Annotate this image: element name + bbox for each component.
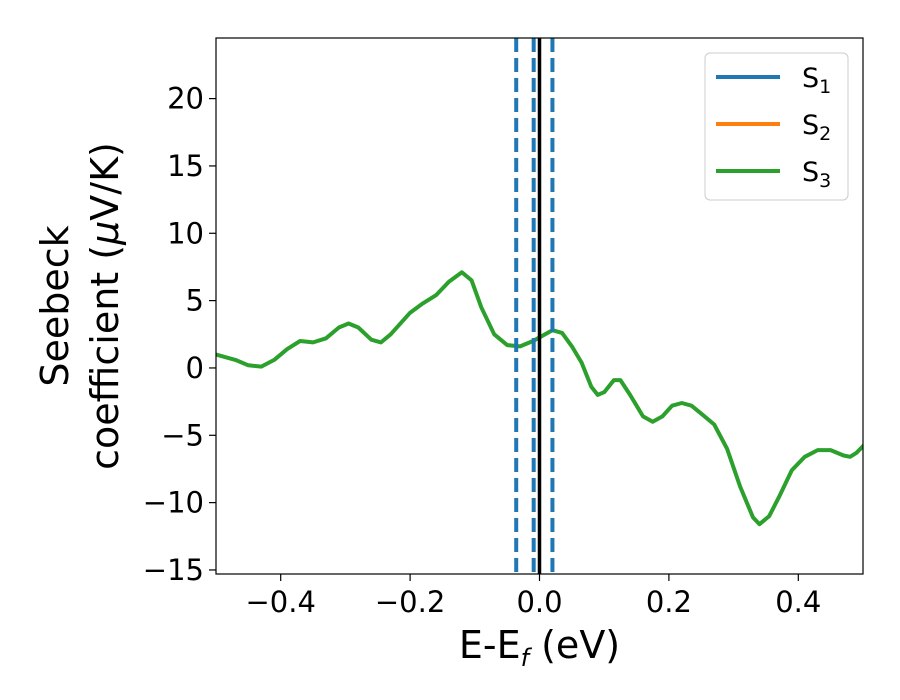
- y-axis-label-mu: μ: [83, 221, 127, 246]
- y-tick-label: 20: [167, 82, 204, 116]
- legend-box: [704, 52, 849, 201]
- y-tick-label: −10: [143, 486, 204, 520]
- y-axis-label: Seebeck coefficient (μV/K): [33, 142, 127, 470]
- series-line-s3: [216, 270, 863, 527]
- legend-label-s1-sub: 1: [819, 76, 831, 98]
- y-axis-label-line2-text: coefficient (: [83, 245, 127, 470]
- y-tick-label: 5: [186, 284, 204, 318]
- plot-area: [216, 38, 863, 574]
- legend-entry-s2: S2: [716, 110, 831, 145]
- legend-label-s1-name: S: [802, 63, 819, 94]
- y-tick-label: 10: [167, 216, 204, 250]
- x-tick-label: 0.2: [646, 585, 692, 619]
- y-tick-label: −5: [161, 418, 204, 452]
- y-axis-label-line1: Seebeck: [33, 225, 77, 386]
- x-tick-label: 0.4: [775, 585, 821, 619]
- legend-label-s1: S1: [802, 63, 831, 98]
- x-tick-label: −0.2: [375, 585, 445, 619]
- legend-label-s2-name: S: [802, 110, 819, 141]
- y-axis-label-line2-tail: V/K): [83, 142, 127, 221]
- legend-entry-s3: S3: [716, 157, 831, 192]
- legend: S1 S2 S3: [704, 52, 849, 201]
- legend-entry-s1: S1: [716, 63, 831, 98]
- y-tick-label: 15: [167, 149, 204, 183]
- y-tick-label: 0: [186, 351, 204, 385]
- axes: −0.4 −0.2 0.0 0.2 0.4 −15 −10 −5 0 5 10 15 20: [143, 82, 822, 619]
- y-tick-label: −15: [143, 553, 204, 587]
- x-tick-label: −0.4: [245, 585, 315, 619]
- x-axis-label-tail: (eV): [529, 623, 620, 667]
- legend-label-s3-sub: 3: [819, 170, 831, 192]
- legend-label-s2: S2: [802, 110, 831, 145]
- x-axis-label: E-Ef (eV): [459, 623, 620, 672]
- x-tick-label: 0.0: [516, 585, 562, 619]
- x-axis-label-main: E-E: [459, 623, 521, 667]
- legend-label-s2-sub: 2: [819, 123, 831, 145]
- legend-label-s3: S3: [802, 157, 831, 192]
- legend-label-s3-name: S: [802, 157, 819, 188]
- y-axis-label-line2: coefficient (μV/K): [83, 142, 127, 470]
